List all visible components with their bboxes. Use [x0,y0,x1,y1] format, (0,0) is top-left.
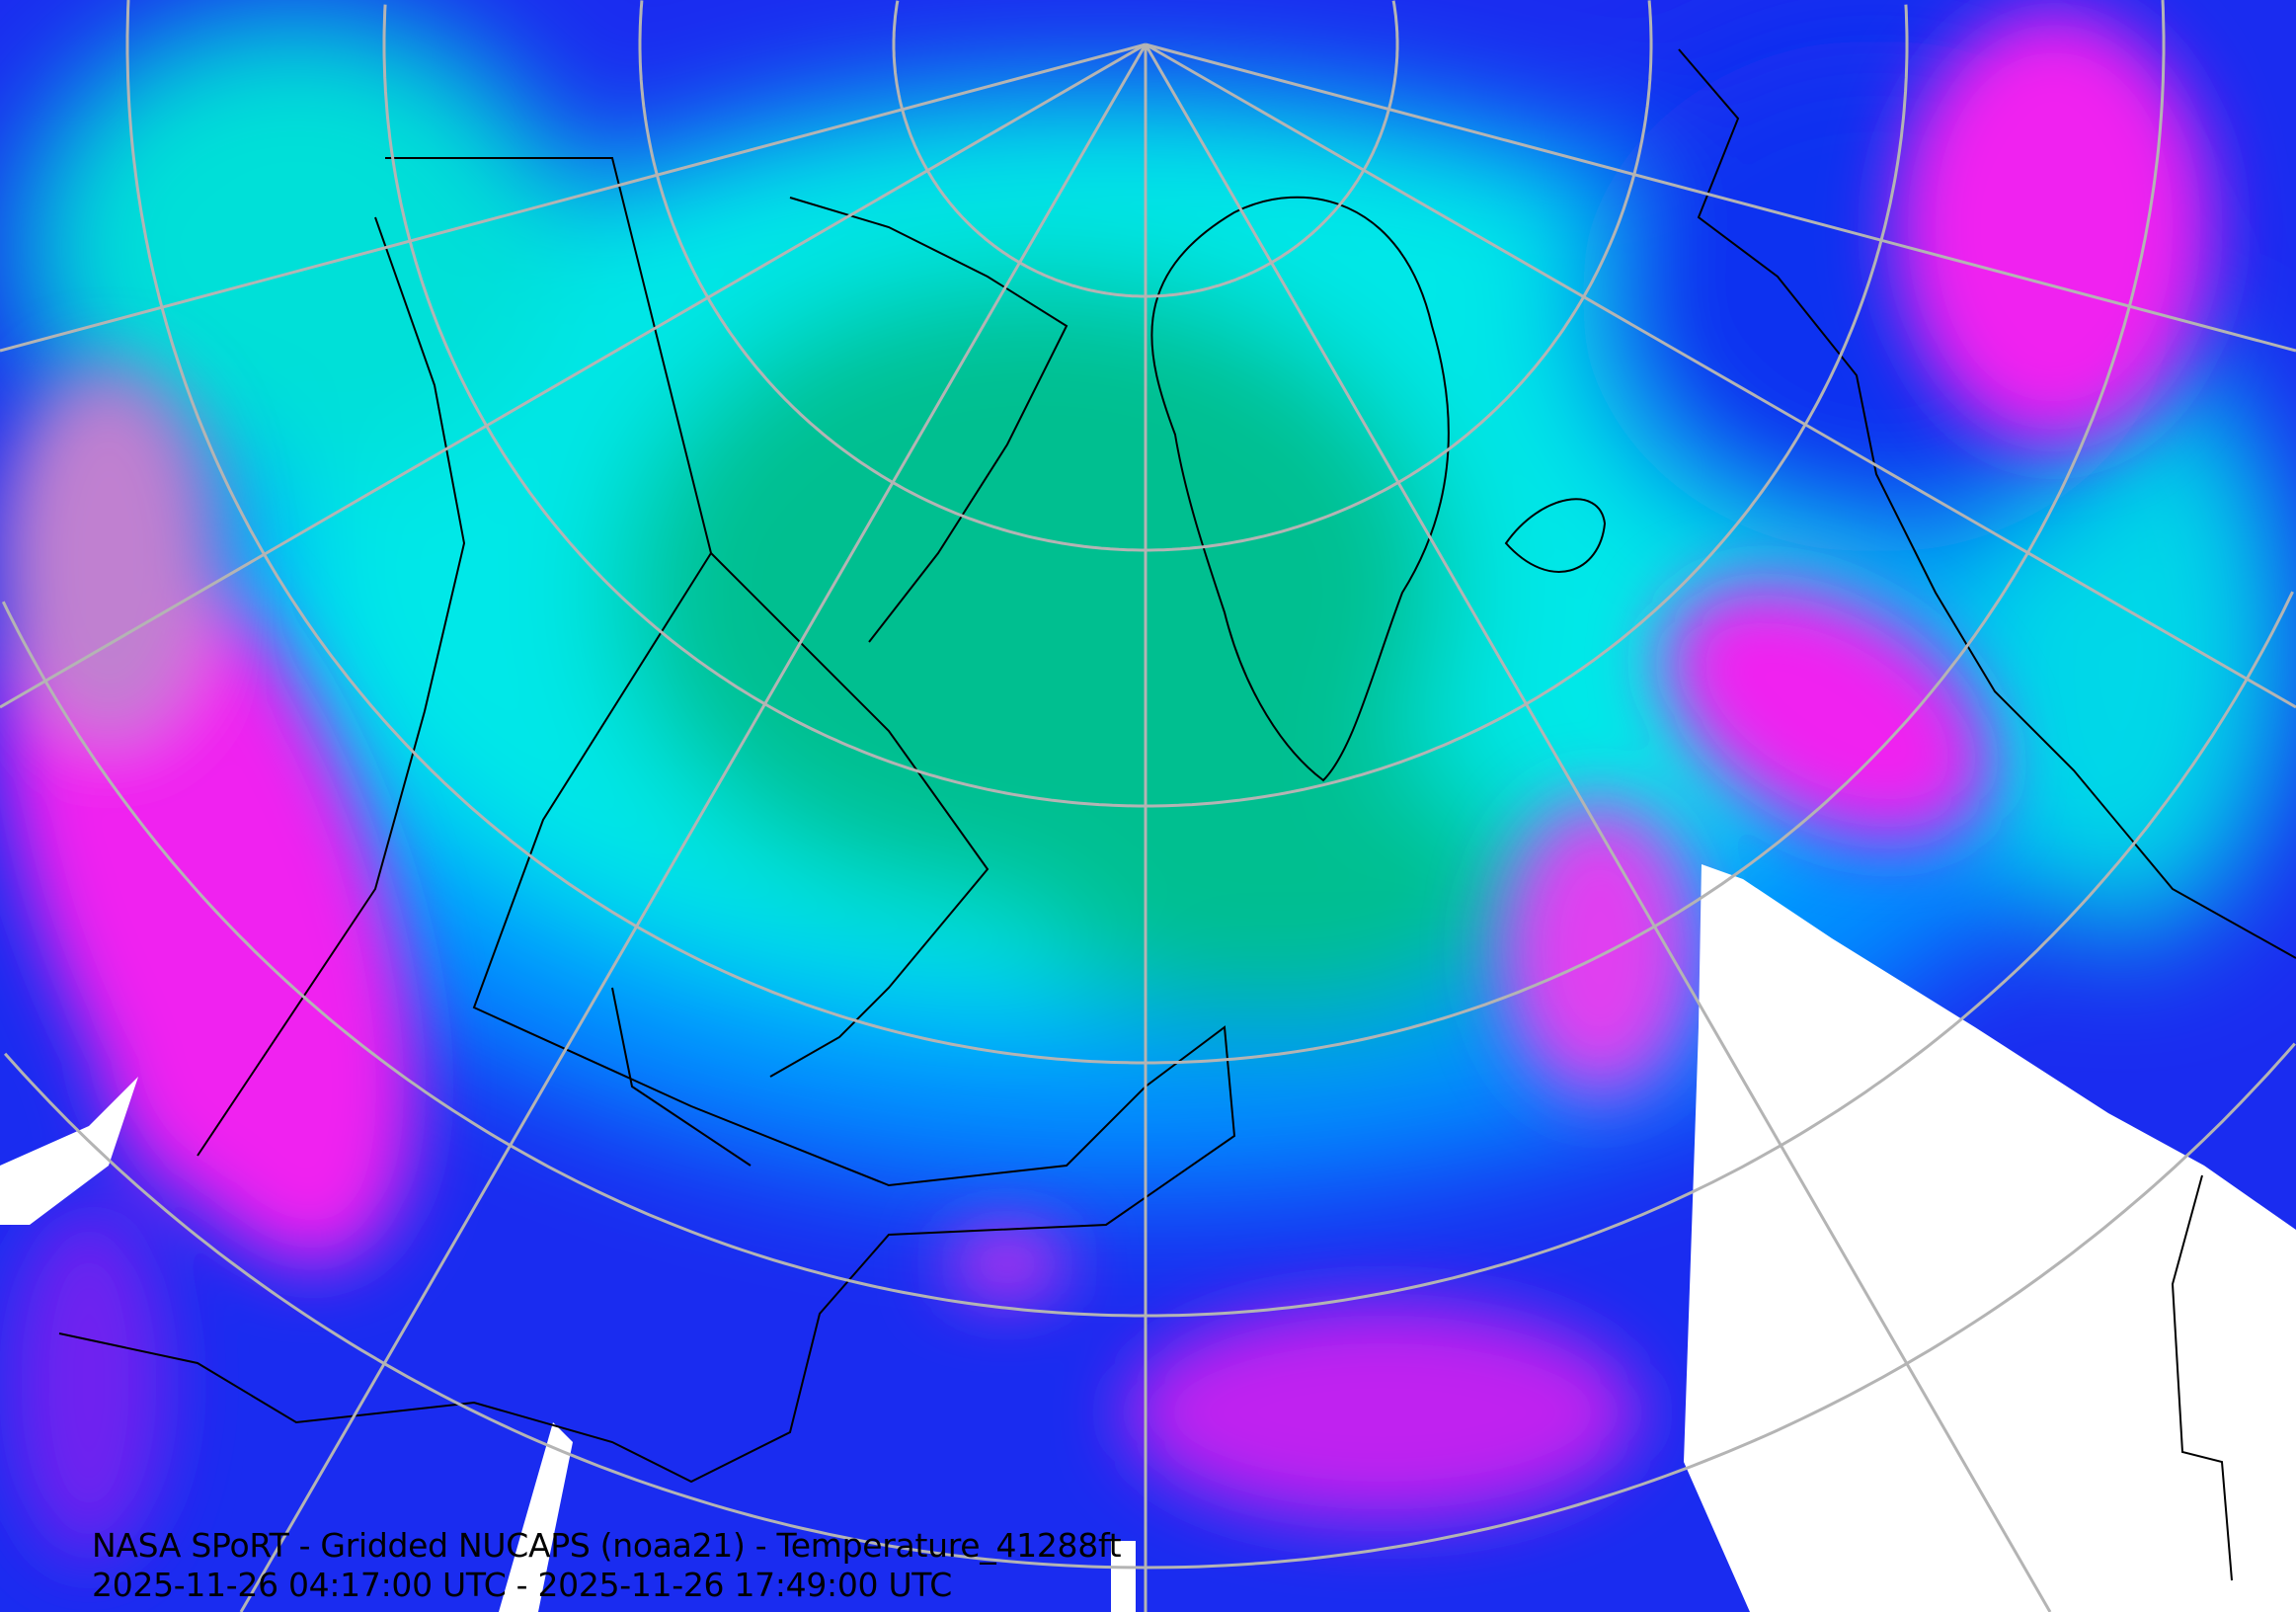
latitude-circle [1,591,2294,1318]
no-data-region-pacific [0,1077,138,1225]
no-data-region-strip [1111,1541,1136,1612]
west-coast-border [197,216,466,1157]
map-title: NASA SPoRT - Gridded NUCAPS (noaa21) - T… [92,1526,1122,1565]
iceland-coastline [1504,498,1607,573]
coastlines [58,48,2296,1581]
meridian-line [0,42,1147,353]
africa-coastline [2171,1174,2233,1581]
meridian-line [0,42,1147,709]
no-data-region-atlantic [1684,864,2296,1612]
latitude-circle [3,1042,2296,1570]
no-data-regions [0,864,2296,1612]
meridian-line [239,43,1148,1612]
latitude-circle [638,0,1653,552]
map-time-range: 2025-11-26 04:17:00 UTC - 2025-11-26 17:… [92,1566,952,1604]
latitude-circle [892,0,1399,298]
great-lakes-border [611,987,752,1167]
latitude-circle [125,0,2166,1065]
meridian-line [1145,42,2296,353]
meridian-line [1144,43,2052,1612]
arctic-islands-coastline [789,197,1069,643]
europe-coastline [1678,48,2296,959]
latitude-circle [382,4,1909,808]
no-data-region-gulf [499,1422,573,1612]
north-america-borders [58,157,1236,1484]
canada-border-east [710,552,990,1078]
meridian-line [1145,42,2296,709]
greenland-coastline [1150,196,1450,782]
